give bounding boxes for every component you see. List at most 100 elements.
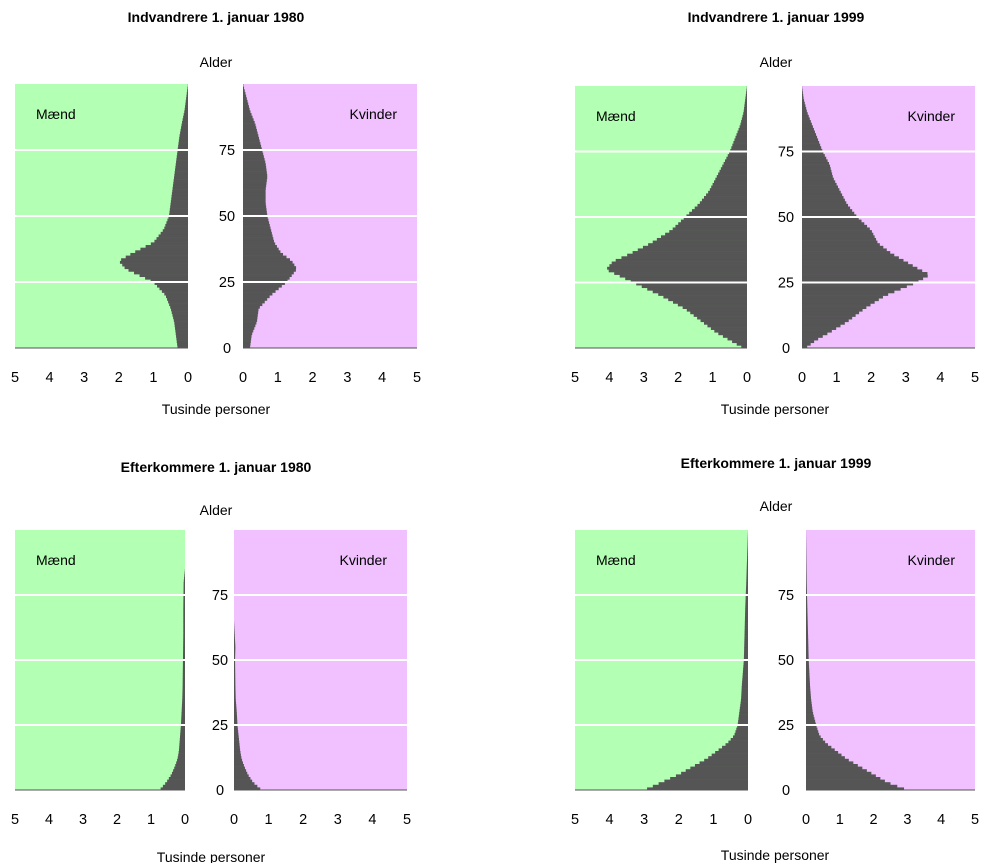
men-bar [175, 166, 188, 169]
women-bar [806, 616, 808, 619]
men-bar [121, 258, 188, 261]
men-bar [745, 605, 748, 608]
women-bar [806, 618, 808, 621]
men-bar [745, 624, 748, 627]
women-bar [243, 221, 269, 224]
women-bar [802, 89, 803, 92]
women-bar [806, 639, 808, 642]
women-bar [802, 262, 908, 265]
women-bar [243, 184, 266, 187]
men-bar [739, 128, 747, 131]
women-bar [243, 295, 270, 298]
women-bar [802, 241, 877, 244]
men-bar [743, 665, 748, 668]
men-bar [182, 709, 185, 712]
men-bar [701, 319, 747, 322]
men-bar [175, 327, 188, 330]
men-bar [742, 689, 748, 692]
x-tick-label: 2 [870, 812, 878, 828]
men-bar [714, 330, 747, 333]
women-bar [802, 141, 819, 144]
men-bar [661, 235, 747, 238]
x-tick-label: 5 [403, 812, 411, 828]
men-bar [735, 730, 748, 733]
women-bar [802, 309, 863, 312]
women-bar [234, 668, 235, 671]
men-bar [186, 97, 188, 100]
men-bar [621, 256, 747, 259]
x-tick-label: 0 [743, 370, 751, 386]
women-bar [243, 176, 267, 179]
men-bar [642, 285, 747, 288]
chart-title: Efterkommere 1. januar 1999 [681, 455, 872, 471]
men-bar [692, 209, 747, 212]
women-bar [806, 676, 810, 679]
women-bar [243, 287, 279, 290]
men-bar [741, 696, 748, 699]
men-bar [744, 107, 747, 110]
men-bar [181, 720, 185, 723]
men-bar [179, 746, 185, 749]
women-bar [243, 316, 257, 319]
women-bar [802, 117, 810, 120]
women-bar [802, 186, 838, 189]
men-bar [183, 655, 185, 658]
men-bar [718, 332, 747, 335]
women-bar [234, 782, 254, 785]
women-bar [243, 89, 245, 92]
women-bar [243, 205, 266, 208]
women-bar [243, 92, 245, 95]
women-bar [234, 717, 237, 720]
women-bar [806, 769, 867, 772]
women-bar [806, 777, 880, 780]
men-bar [676, 774, 748, 777]
men-bar [746, 89, 747, 92]
x-tick-label: 4 [46, 370, 54, 386]
men-bar [743, 676, 749, 679]
men-bar [743, 670, 748, 673]
x-tick-label: 2 [113, 812, 121, 828]
pyramid-chart-4: Efterkommere 1. januar 1999AlderTusinde … [571, 455, 979, 863]
men-bar [746, 598, 748, 601]
women-bar [243, 200, 266, 203]
women-bar [243, 132, 258, 135]
age-tick-label: 75 [778, 145, 794, 161]
men-bar [670, 777, 748, 780]
men-bar [164, 293, 188, 296]
women-bar [806, 717, 814, 720]
women-bar [806, 611, 807, 614]
men-bar [182, 712, 185, 715]
women-bar [802, 233, 873, 236]
men-bar [744, 104, 747, 107]
women-bar [806, 600, 807, 603]
women-bar [234, 691, 236, 694]
men-bar [678, 222, 747, 225]
y-axis-label: Alder [760, 498, 793, 514]
women-label: Kvinder [350, 106, 398, 122]
x-tick-label: 0 [798, 370, 806, 386]
men-bar [744, 647, 748, 650]
women-bar [802, 322, 845, 325]
women-bar [802, 91, 803, 94]
men-bar [184, 574, 185, 577]
men-bar [742, 686, 748, 689]
men-bar [183, 683, 185, 686]
women-bar [243, 168, 266, 171]
women-bar [802, 196, 844, 199]
men-bar [175, 168, 188, 171]
women-bar [243, 335, 252, 338]
women-bar [802, 146, 821, 149]
women-bar [243, 237, 273, 240]
men-bar [183, 611, 185, 614]
men-label: Mænd [36, 106, 76, 122]
men-bar [700, 201, 747, 204]
women-bar [243, 266, 296, 269]
women-bar [806, 624, 808, 627]
men-bar [710, 188, 747, 191]
women-bar [243, 219, 268, 222]
x-tick-label: 0 [744, 812, 752, 828]
men-bar [183, 598, 185, 601]
women-bar [243, 97, 247, 100]
x-tick-label: 1 [265, 812, 273, 828]
